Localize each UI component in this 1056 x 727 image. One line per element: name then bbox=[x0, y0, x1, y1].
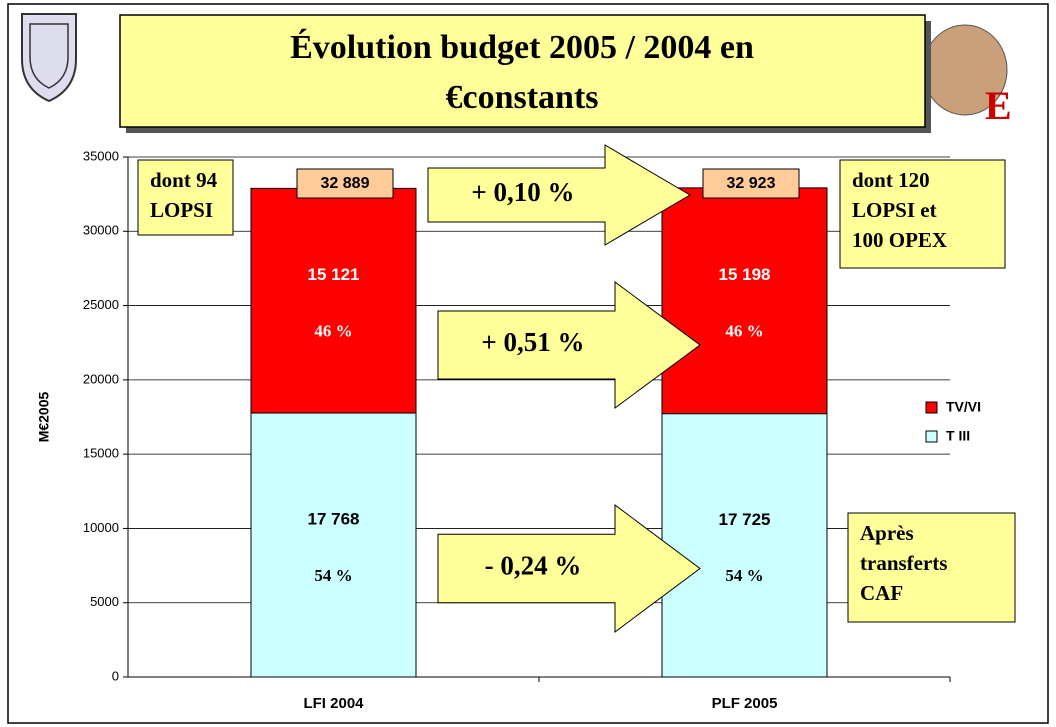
value-label: 17 725 bbox=[719, 510, 771, 529]
value-label: 17 768 bbox=[308, 509, 360, 528]
share-label: 46 % bbox=[725, 322, 763, 341]
note-text: LOPSI bbox=[150, 198, 213, 222]
y-tick-label: 20000 bbox=[83, 371, 119, 386]
change-arrow bbox=[437, 504, 701, 633]
y-tick-label: 5000 bbox=[90, 594, 119, 609]
share-label: 54 % bbox=[725, 566, 763, 585]
y-tick-label: 35000 bbox=[83, 148, 119, 163]
bar-segment bbox=[250, 187, 417, 414]
share-label: 54 % bbox=[314, 566, 352, 585]
legend-label: T III bbox=[946, 428, 970, 444]
y-tick-label: 0 bbox=[112, 668, 119, 683]
bar-segment bbox=[250, 412, 417, 678]
value-label: 15 198 bbox=[719, 265, 771, 284]
total-box bbox=[296, 168, 394, 199]
total-label: 32 923 bbox=[727, 175, 776, 192]
chart-title: Évolution budget 2005 / 2004 en bbox=[290, 29, 754, 66]
note-text: LOPSI et bbox=[852, 198, 937, 222]
note-text: Après bbox=[860, 521, 914, 545]
note-text: dont 94 bbox=[150, 168, 218, 192]
legend-swatch bbox=[925, 401, 938, 414]
change-label: - 0,24 % bbox=[485, 551, 582, 581]
bar-segment bbox=[661, 413, 828, 678]
note-text: dont 120 bbox=[852, 168, 930, 192]
note-box bbox=[137, 159, 234, 236]
x-tick-label: LFI 2004 bbox=[303, 695, 364, 712]
share-label: 46 % bbox=[314, 322, 352, 341]
note-text: CAF bbox=[860, 581, 903, 605]
right-logo: E bbox=[922, 24, 1012, 128]
legend-label: TV/VI bbox=[946, 399, 981, 415]
change-label: + 0,51 % bbox=[481, 327, 584, 357]
chart-title: €constants bbox=[445, 79, 598, 116]
left-logo bbox=[21, 13, 77, 103]
y-tick-label: 10000 bbox=[83, 520, 119, 535]
legend-swatch bbox=[925, 430, 938, 443]
note-text: transferts bbox=[860, 551, 947, 575]
value-label: 15 121 bbox=[308, 265, 360, 284]
y-tick-label: 15000 bbox=[83, 446, 119, 461]
change-arrow bbox=[427, 144, 691, 246]
note-text: 100 OPEX bbox=[852, 228, 947, 252]
x-tick-label: PLF 2005 bbox=[712, 695, 778, 712]
title-box bbox=[119, 14, 926, 128]
note-box bbox=[839, 159, 1006, 269]
total-label: 32 889 bbox=[321, 175, 370, 192]
total-box bbox=[702, 168, 800, 199]
y-tick-label: 25000 bbox=[83, 297, 119, 312]
svg-text:E: E bbox=[985, 83, 1012, 128]
bar-segment bbox=[661, 187, 828, 415]
y-tick-label: 30000 bbox=[83, 223, 119, 238]
change-arrow bbox=[437, 281, 701, 409]
note-box bbox=[847, 512, 1016, 623]
change-label: + 0,10 % bbox=[471, 177, 574, 207]
y-axis-label: M€2005 bbox=[36, 391, 52, 442]
